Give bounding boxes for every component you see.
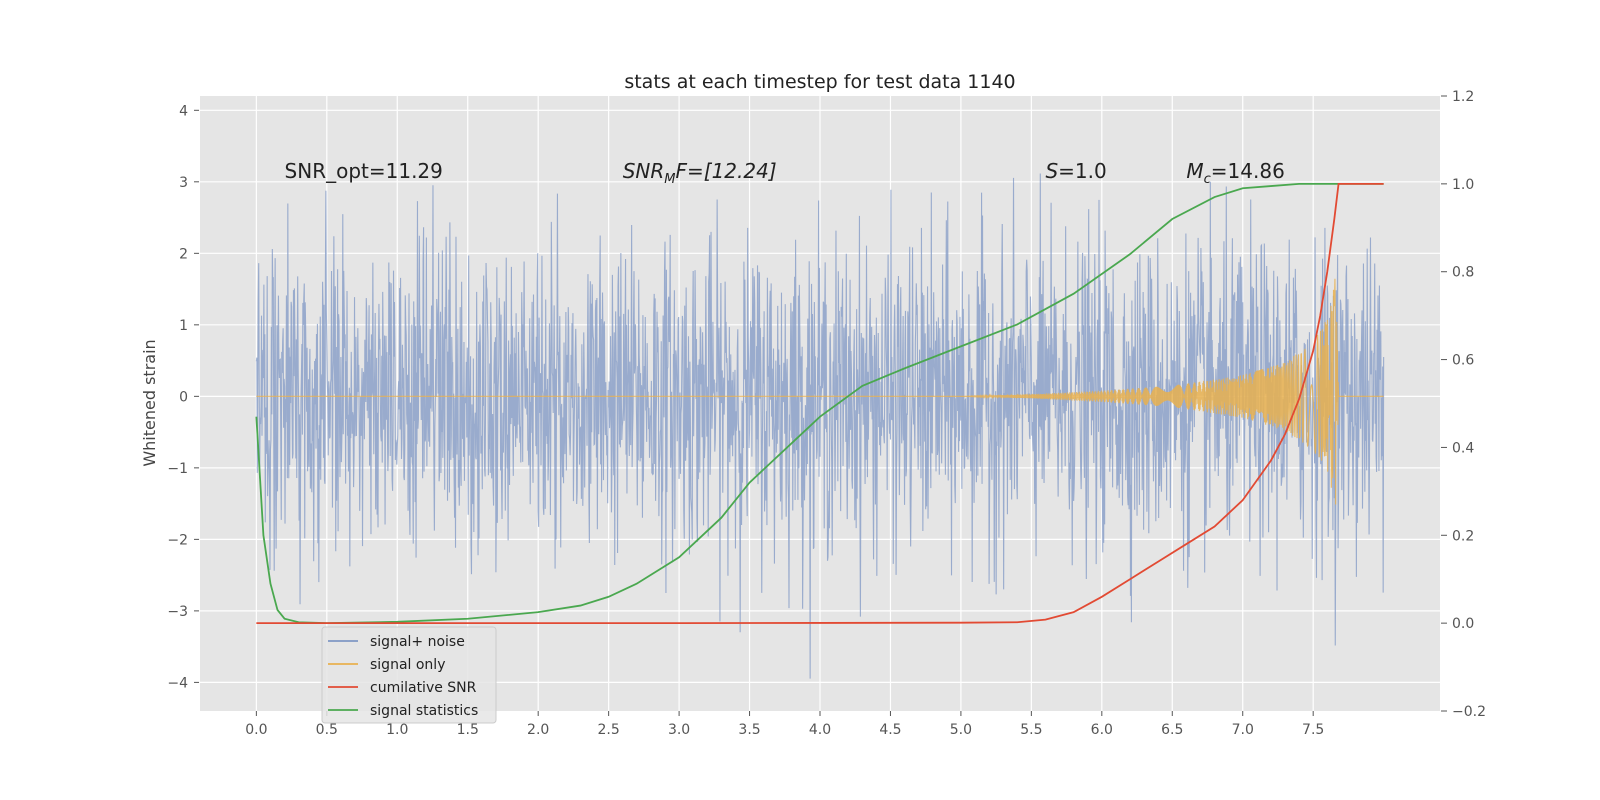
x-tick-label: 6.5 (1161, 722, 1183, 738)
y-tick-label: −3 (167, 604, 188, 620)
signal-only-series (256, 278, 1384, 505)
y2-tick-label: 0.6 (1452, 353, 1474, 369)
legend-label: cumilative SNR (370, 680, 477, 696)
legend-label: signal+ noise (370, 634, 465, 650)
x-tick-label: 2.5 (598, 722, 620, 738)
y-axis-left: −4 −3 −2 −1 0 1 2 3 4 (167, 103, 199, 691)
y-tick-label: 3 (179, 175, 188, 191)
legend-box (321, 626, 497, 724)
y2-tick-label: 0.8 (1452, 265, 1474, 281)
x-tick-label: 4.0 (809, 722, 831, 738)
y-axis-right: −0.2 0.0 0.2 0.4 0.6 0.8 1.0 1.2 (1441, 89, 1486, 720)
y-axis-label: Whitened strain (140, 339, 159, 466)
annotation-label: SNRMF=[12.24] (623, 159, 777, 187)
x-tick-label: 2.0 (527, 722, 549, 738)
annotations: SNR_opt=11.29 SNRMF=[12.24] S=1.0 Mc=14.86 (285, 159, 1285, 187)
x-tick-label: 0.0 (245, 722, 267, 738)
x-tick-label: 6.0 (1091, 722, 1113, 738)
x-tick-label: 7.5 (1302, 722, 1324, 738)
y-tick-label: 0 (179, 389, 188, 405)
legend: signal+ noise signal only cumilative SNR si… (321, 626, 497, 724)
x-axis: 0.0 0.5 1.0 1.5 2.0 2.5 3.0 3.5 4.0 4.5 5.0 5.5 6.0 6… (245, 711, 1324, 738)
y-tick-label: 4 (179, 103, 188, 119)
x-tick-label: 1.5 (457, 722, 479, 738)
y2-tick-label: 0.0 (1452, 616, 1474, 632)
x-tick-label: 1.0 (386, 722, 408, 738)
annotation-label: S=1.0 (1045, 159, 1106, 183)
y-tick-label: −2 (167, 532, 188, 548)
x-tick-label: 7.0 (1232, 722, 1254, 738)
chart-title: stats at each timestep for test data 114… (624, 71, 1015, 93)
y-tick-label: 1 (179, 318, 188, 334)
y2-tick-label: 0.4 (1452, 440, 1474, 456)
cumulative-snr-line (256, 182, 1384, 625)
y2-tick-label: 1.2 (1452, 89, 1474, 105)
x-tick-label: 3.5 (738, 722, 760, 738)
y-tick-label: 2 (179, 246, 188, 262)
x-tick-label: 5.0 (950, 722, 972, 738)
y-tick-label: −4 (167, 675, 188, 691)
y-tick-label: −1 (167, 461, 188, 477)
legend-label: signal statistics (370, 703, 478, 719)
x-tick-label: 5.5 (1020, 722, 1042, 738)
annotation-label: Mc=14.86 (1186, 159, 1284, 187)
annotation-label: SNR_opt=11.29 (285, 159, 443, 183)
x-tick-label: 3.0 (668, 722, 690, 738)
statistics-lines (255, 182, 1384, 625)
y2-tick-label: 1.0 (1452, 177, 1474, 193)
x-tick-label: 0.5 (316, 722, 338, 738)
signal-only-line (256, 278, 1384, 505)
x-tick-label: 4.5 (879, 722, 901, 738)
y2-tick-label: 0.2 (1452, 528, 1474, 544)
legend-label: signal only (370, 657, 445, 673)
y2-tick-label: −0.2 (1452, 704, 1486, 720)
